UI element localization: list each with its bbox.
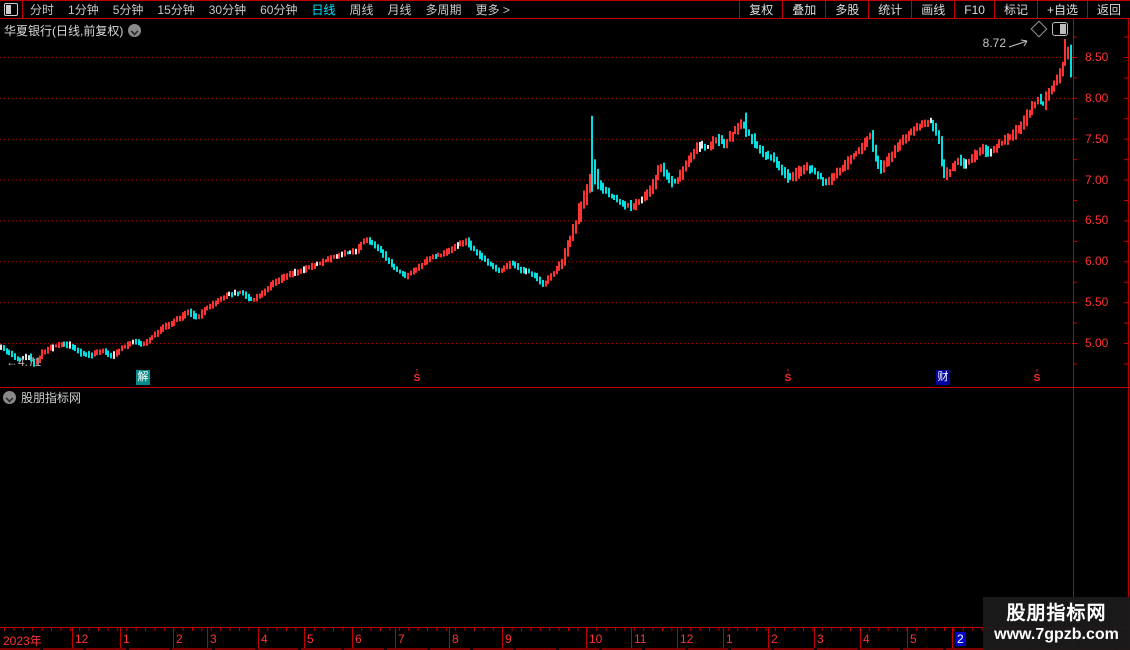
mark-button[interactable]: 标记 — [993, 1, 1037, 18]
month-axis-label: 4 — [863, 632, 870, 646]
layout-toggle-icon[interactable] — [0, 1, 23, 18]
tab-monthly[interactable]: 月线 — [387, 3, 412, 17]
month-axis-label: 2 — [176, 632, 183, 646]
f10-button[interactable]: F10 — [954, 1, 994, 18]
price-axis-label: 8.50 — [1085, 50, 1109, 64]
right-toolbar: 复权 叠加 多股 统计 画线 F10 标记 +自选 返回 — [739, 1, 1130, 18]
month-axis-label: 4 — [261, 632, 268, 646]
bottom-status-strip — [0, 648, 1130, 650]
chart-title-text: 华夏银行(日线,前复权) — [4, 24, 124, 38]
add-favorite-button[interactable]: +自选 — [1036, 1, 1087, 18]
tab-weekly[interactable]: 周线 — [349, 3, 374, 17]
month-axis-label: 2 — [955, 632, 966, 646]
chevron-down-icon[interactable] — [128, 24, 142, 37]
period-low-annotation: ←4.71 — [6, 355, 42, 369]
tab-5min[interactable]: 5分钟 — [112, 3, 144, 17]
tab-1min[interactable]: 1分钟 — [68, 3, 99, 17]
event-badge-marker[interactable]: 财 — [936, 370, 950, 385]
month-axis-label: 5 — [307, 632, 314, 646]
dividend-marker[interactable]: ↑ S — [1033, 366, 1041, 384]
month-axis-label: 9 — [505, 632, 512, 646]
month-axis-label: 7 — [398, 632, 405, 646]
month-axis-label: 6 — [355, 632, 362, 646]
chart-corner-icons — [1030, 20, 1068, 38]
tab-60min[interactable]: 60分钟 — [260, 3, 298, 17]
recent-high-annotation: 8.72 — [983, 36, 1034, 50]
price-axis-label: 8.00 — [1085, 90, 1109, 105]
arrow-icon — [1008, 39, 1028, 48]
split-panel-icon[interactable] — [1052, 22, 1068, 36]
price-axis-label: 5.50 — [1085, 295, 1109, 310]
month-axis-label: 2023年 — [3, 634, 42, 648]
back-button[interactable]: 返回 — [1086, 1, 1130, 18]
price-axis-label: 7.50 — [1085, 131, 1109, 146]
drawline-button[interactable]: 画线 — [911, 1, 954, 18]
dividend-marker[interactable]: ↑ S — [413, 366, 421, 384]
price-axis-label: 7.00 — [1085, 172, 1109, 187]
month-axis-label: 12 — [75, 632, 89, 646]
month-axis-label: 2 — [771, 632, 778, 646]
price-axis-label: 5.00 — [1085, 336, 1109, 350]
site-watermark: 股朋指标网 www.7gpzb.com — [983, 597, 1130, 650]
watermark-url: www.7gpzb.com — [994, 626, 1119, 643]
tab-fenshi[interactable]: 分时 — [30, 3, 55, 17]
multistock-button[interactable]: 多股 — [825, 1, 868, 18]
tab-30min[interactable]: 30分钟 — [208, 3, 247, 17]
indicator-panel-title: 股朋指标网 — [21, 391, 82, 405]
tab-more[interactable]: 更多 > — [475, 3, 510, 17]
tab-15min[interactable]: 15分钟 — [157, 3, 195, 17]
indicator-panel-header: 股朋指标网 — [3, 389, 81, 406]
month-axis-label: 1 — [726, 632, 733, 646]
stats-button[interactable]: 统计 — [868, 1, 911, 18]
top-toolbar: 分时 1分钟 5分钟 15分钟 30分钟 60分钟 日线 周线 月线 多周期 更… — [0, 0, 1130, 19]
month-axis-label: 12 — [680, 632, 694, 646]
month-axis-label: 8 — [452, 632, 459, 646]
recent-high-value: 8.72 — [982, 36, 1006, 50]
fuquan-button[interactable]: 复权 — [739, 1, 782, 18]
overlay-button[interactable]: 叠加 — [782, 1, 825, 18]
tab-daily[interactable]: 日线 — [311, 3, 336, 17]
period-tabs: 分时 1分钟 5分钟 15分钟 30分钟 60分钟 日线 周线 月线 多周期 更… — [23, 1, 517, 18]
watermark-site-name: 股朋指标网 — [1006, 603, 1107, 624]
price-axis-label: 6.00 — [1085, 254, 1109, 269]
month-axis-label: 11 — [634, 632, 647, 646]
month-axis-label: 3 — [817, 632, 824, 646]
price-axis-label: 6.50 — [1085, 213, 1109, 228]
event-badge-marker[interactable]: 解 — [136, 370, 150, 385]
month-axis-label: 1 — [123, 632, 130, 646]
month-axis-label: 5 — [910, 632, 917, 646]
chart-title: 华夏银行(日线,前复权) — [4, 22, 142, 39]
month-axis-label: 3 — [210, 632, 217, 646]
chevron-down-icon[interactable] — [3, 391, 16, 404]
diamond-icon[interactable] — [1030, 20, 1048, 38]
tab-multiperiod[interactable]: 多周期 — [425, 3, 462, 17]
month-axis-label: 10 — [589, 632, 603, 646]
dividend-marker[interactable]: ↑ S — [784, 366, 792, 384]
